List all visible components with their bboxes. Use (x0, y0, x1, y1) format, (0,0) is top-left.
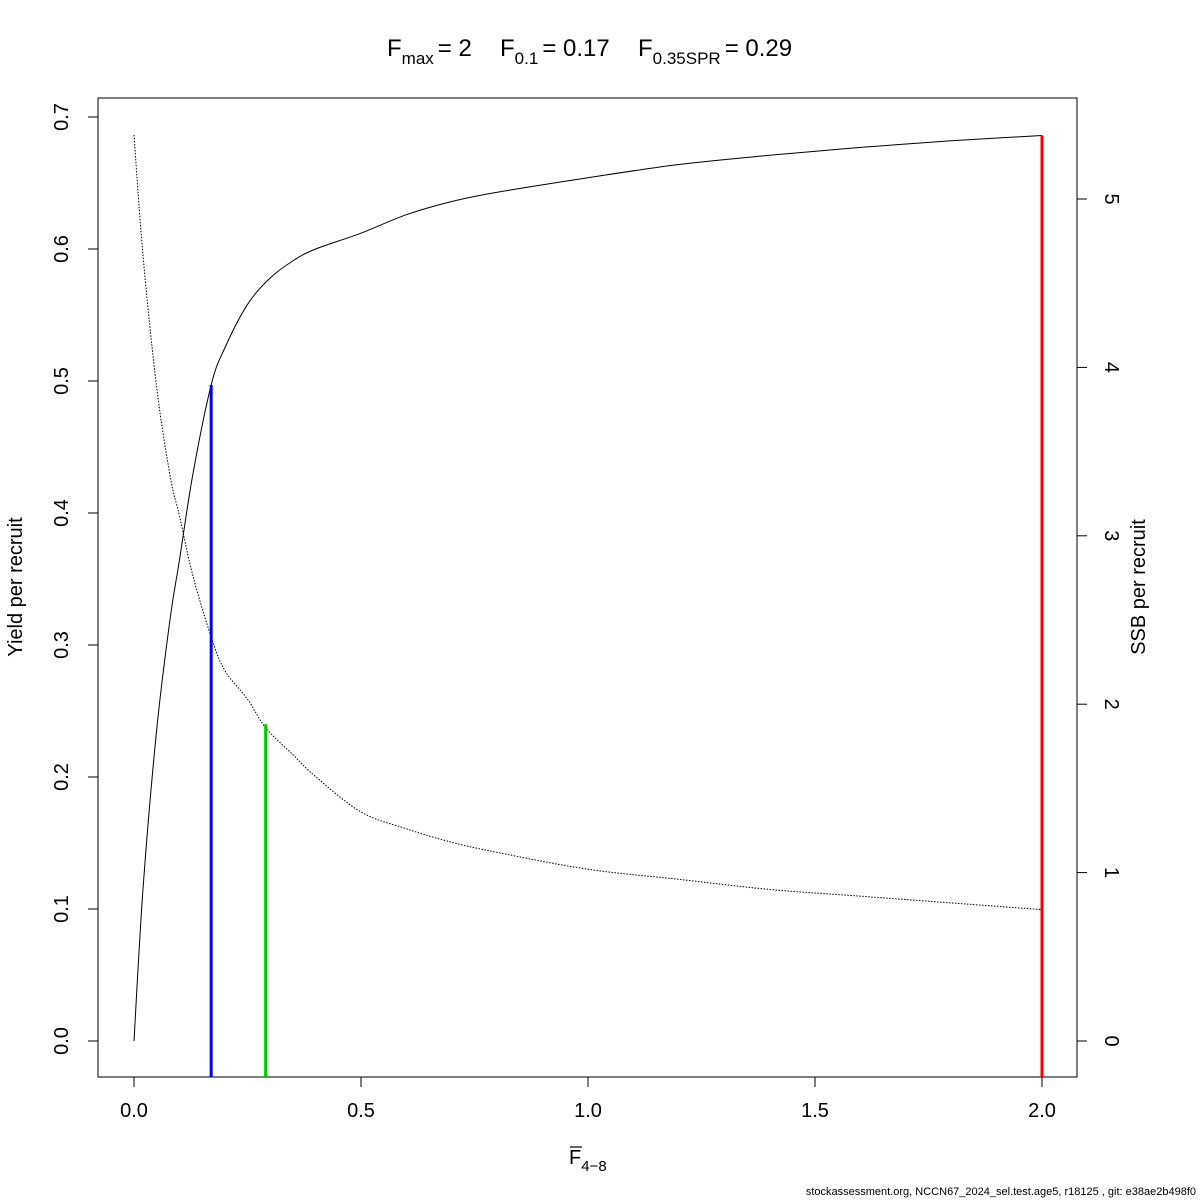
title-fspr-subscript: 0.35SPR (653, 49, 721, 68)
x-tick-label: 0.5 (347, 1100, 375, 1122)
x-tick-label: 2.0 (1028, 1100, 1056, 1122)
title-f01-symbol: F (500, 35, 515, 62)
title-fspr-value: = 0.29 (725, 35, 792, 62)
y-left-tick-label: 0.1 (51, 895, 73, 923)
y-right-tick-label: 1 (1100, 867, 1122, 878)
title-f01-subscript: 0.1 (515, 49, 539, 68)
title-fmax-symbol: F (387, 35, 402, 62)
y-left-tick-label: 0.7 (51, 103, 73, 131)
y-left-tick-label: 0.3 (51, 631, 73, 659)
y-left-axis: 0.0 0.1 0.2 0.3 0.4 0.5 0.6 0.7 (51, 103, 98, 1055)
plot-frame (97, 97, 1078, 1078)
title-fmax-subscript: max (402, 49, 435, 68)
y-right-tick-label: 2 (1100, 699, 1122, 710)
chart-title: Fmax = 2 F0.1 = 0.17 F0.35SPR = 0.29 (387, 35, 792, 68)
x-axis-label: F4−8 (569, 1147, 607, 1175)
series-group (133, 134, 1043, 1042)
ssb-per-recruit-line (133, 134, 1043, 911)
title-f01-value: = 0.17 (542, 35, 609, 62)
reference-lines (209, 135, 1044, 1077)
yield-per-recruit-line (133, 134, 1043, 1042)
x-tick-label: 1.5 (801, 1100, 829, 1122)
y-left-axis-label: Yield per recruit (5, 517, 27, 657)
x-axis-label-subscript: 4−8 (581, 1158, 606, 1175)
y-right-tick-label: 4 (1100, 362, 1122, 373)
x-tick-label: 0.0 (120, 1100, 148, 1122)
y-left-tick-label: 0.6 (51, 235, 73, 263)
y-right-tick-label: 0 (1100, 1035, 1122, 1046)
y-left-tick-label: 0.0 (51, 1027, 73, 1055)
title-fmax-value: = 2 (438, 35, 472, 62)
y-right-tick-label: 3 (1100, 530, 1122, 541)
y-left-tick-label: 0.5 (51, 367, 73, 395)
y-left-tick-label: 0.4 (51, 499, 73, 527)
x-axis: 0.0 0.5 1.0 1.5 2.0 (120, 1077, 1056, 1122)
y-right-tick-label: 5 (1100, 193, 1122, 204)
footer-note: stockassessment.org, NCCN67_2024_sel.tes… (806, 1186, 1196, 1198)
x-axis-label-symbol: F (569, 1147, 581, 1169)
y-left-tick-label: 0.2 (51, 763, 73, 791)
y-right-axis: 0 1 2 3 4 5 (1077, 193, 1122, 1047)
title-fspr-symbol: F (638, 35, 653, 62)
y-right-axis-label: SSB per recruit (1128, 519, 1150, 655)
x-tick-label: 1.0 (574, 1100, 602, 1122)
